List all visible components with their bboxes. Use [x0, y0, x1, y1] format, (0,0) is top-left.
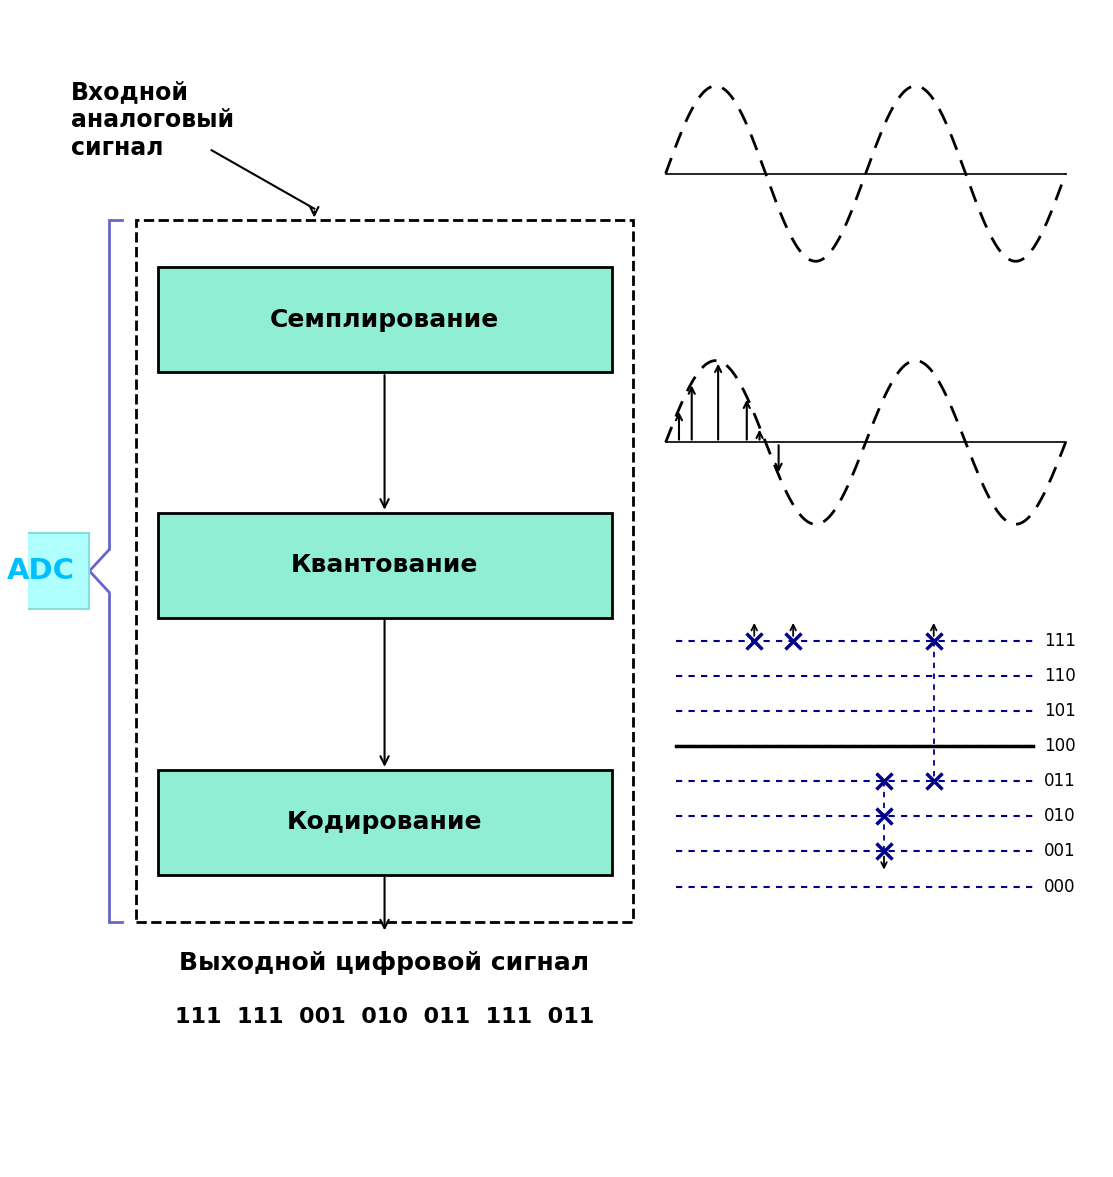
Text: Семплирование: Семплирование	[270, 307, 499, 332]
Text: 101: 101	[1044, 703, 1076, 720]
Text: 110: 110	[1044, 667, 1076, 685]
FancyBboxPatch shape	[158, 512, 611, 618]
Text: 000: 000	[1044, 878, 1075, 896]
Text: Входной
аналоговый
сигнал: Входной аналоговый сигнал	[71, 80, 234, 160]
FancyBboxPatch shape	[0, 533, 89, 609]
Text: 100: 100	[1044, 737, 1075, 756]
FancyBboxPatch shape	[158, 267, 611, 372]
Text: 001: 001	[1044, 843, 1075, 860]
Text: 111: 111	[1044, 632, 1076, 650]
Text: Кодирование: Кодирование	[287, 810, 482, 834]
Text: Квантование: Квантование	[290, 553, 479, 577]
FancyBboxPatch shape	[158, 770, 611, 875]
Text: Выходной цифровой сигнал: Выходной цифровой сигнал	[179, 951, 590, 975]
Text: 011: 011	[1044, 772, 1076, 790]
Text: 111  111  001  010  011  111  011: 111 111 001 010 011 111 011	[175, 1006, 594, 1026]
Text: ADC: ADC	[7, 557, 75, 585]
Text: 010: 010	[1044, 807, 1075, 825]
